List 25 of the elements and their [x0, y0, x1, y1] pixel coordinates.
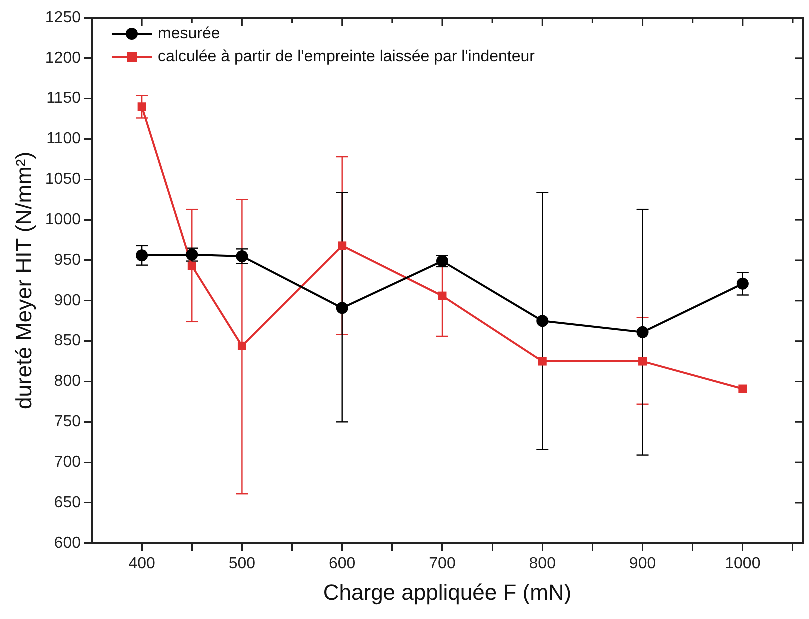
x-tick-label: 600: [328, 555, 356, 572]
legend-label: calculée à partir de l'empreinte laissée par l'indenteur: [158, 48, 536, 66]
y-tick-label: 900: [54, 292, 82, 310]
x-tick-label: 400: [128, 555, 156, 572]
y-tick-label: 1050: [45, 171, 82, 188]
x-tick-label: 800: [529, 555, 556, 572]
y-tick-label: 850: [54, 332, 82, 350]
y-tick-label: 1100: [46, 130, 82, 148]
y-tick-label: 1200: [45, 50, 82, 67]
x-tick-label: 900: [629, 555, 656, 572]
x-tick-label: 1000: [725, 555, 761, 572]
y-axis-title: dureté Meyer HIT (N/mm²): [11, 152, 36, 410]
x-tick-label: 700: [429, 555, 456, 572]
y-tick-label: 750: [54, 414, 82, 431]
y-tick-label: 600: [54, 534, 82, 552]
y-tick-label: 700: [54, 454, 82, 471]
x-axis-title: Charge appliquée F (mN): [323, 580, 572, 605]
y-tick-label: 800: [54, 373, 82, 390]
y-tick-label: 950: [54, 252, 82, 269]
y-tick-label: 1150: [46, 90, 82, 108]
x-tick-label: 500: [228, 555, 256, 572]
y-tick-label: 1000: [45, 211, 82, 228]
y-tick-label: 650: [54, 494, 82, 512]
legend-label: mesurée: [158, 25, 220, 42]
y-tick-label: 1250: [45, 9, 82, 26]
